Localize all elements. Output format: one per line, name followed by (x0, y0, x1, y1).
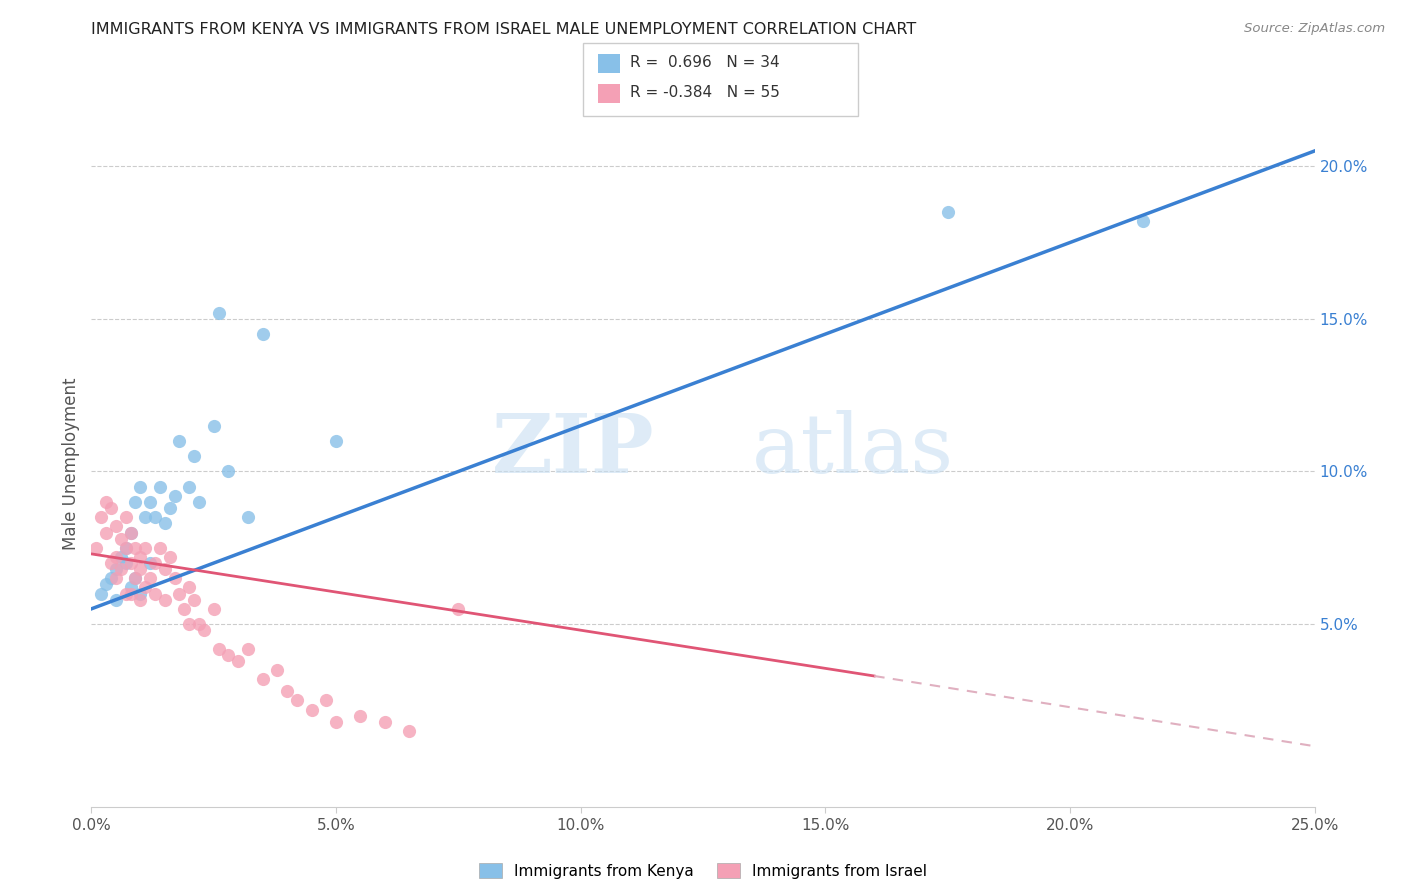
Point (110, 562, 132, 576)
Point (134, 541, 156, 555)
Point (374, 714, 396, 729)
Point (120, 525, 142, 540)
Point (193, 624, 215, 638)
Point (104, 592, 127, 607)
Point (325, 434, 347, 448)
Point (149, 541, 172, 555)
Point (129, 480, 152, 494)
Point (94, 495, 117, 509)
Point (349, 708, 371, 723)
Text: R = -0.384   N = 55: R = -0.384 N = 55 (630, 86, 780, 100)
Point (120, 586, 142, 600)
Point (129, 562, 152, 576)
Point (104, 519, 127, 533)
Point (90, 510, 112, 524)
Point (252, 327, 274, 342)
Point (143, 586, 166, 600)
Point (266, 663, 288, 677)
Y-axis label: Male Unemployment: Male Unemployment (62, 377, 80, 550)
Point (100, 501, 122, 516)
Point (149, 480, 172, 494)
Point (114, 541, 136, 555)
Point (217, 648, 239, 662)
Point (398, 723, 420, 738)
Point (129, 586, 152, 600)
Point (179, 480, 201, 494)
Point (217, 465, 239, 479)
Point (188, 495, 211, 509)
Point (139, 556, 162, 570)
Legend: Immigrants from Kenya, Immigrants from Israel: Immigrants from Kenya, Immigrants from I… (479, 863, 927, 879)
Point (202, 418, 225, 433)
Point (163, 489, 186, 503)
Point (936, 205, 959, 219)
Text: ZIP: ZIP (492, 410, 654, 490)
Point (159, 549, 181, 564)
Point (104, 571, 127, 585)
Point (188, 617, 211, 632)
Point (84, 541, 107, 555)
Point (153, 516, 176, 531)
Point (143, 556, 166, 570)
Text: atlas: atlas (752, 410, 955, 490)
Point (114, 541, 136, 555)
Point (315, 693, 337, 707)
Point (94, 577, 117, 591)
Point (100, 571, 122, 585)
Point (236, 641, 259, 656)
Point (124, 541, 146, 555)
Point (153, 562, 176, 576)
Point (90, 586, 112, 600)
Point (110, 532, 132, 546)
Point (447, 602, 470, 616)
Point (94, 525, 117, 540)
Point (110, 549, 132, 564)
Point (183, 449, 205, 463)
Point (143, 510, 166, 524)
Point (169, 434, 191, 448)
Point (236, 510, 259, 524)
Point (114, 556, 136, 570)
Point (179, 617, 201, 632)
Point (114, 510, 136, 524)
Point (129, 549, 152, 564)
Point (159, 501, 181, 516)
Text: Source: ZipAtlas.com: Source: ZipAtlas.com (1244, 22, 1385, 36)
Point (183, 592, 205, 607)
Point (124, 571, 146, 585)
Point (120, 556, 142, 570)
Point (163, 571, 186, 585)
Point (114, 586, 136, 600)
Point (104, 549, 127, 564)
Point (285, 693, 308, 707)
Point (179, 581, 201, 595)
Point (120, 525, 142, 540)
Point (100, 556, 122, 570)
Point (169, 586, 191, 600)
Point (129, 592, 152, 607)
Point (276, 684, 298, 698)
Point (153, 592, 176, 607)
Point (134, 581, 156, 595)
Text: R =  0.696   N = 34: R = 0.696 N = 34 (630, 55, 779, 70)
Point (173, 602, 195, 616)
Point (120, 581, 142, 595)
Point (104, 562, 127, 576)
Point (252, 672, 274, 686)
Point (139, 571, 162, 585)
Point (139, 495, 162, 509)
Point (134, 510, 156, 524)
Point (202, 602, 225, 616)
Point (124, 495, 146, 509)
Point (124, 571, 146, 585)
Point (207, 641, 229, 656)
Point (1132, 214, 1154, 228)
Point (226, 654, 249, 668)
Text: IMMIGRANTS FROM KENYA VS IMMIGRANTS FROM ISRAEL MALE UNEMPLOYMENT CORRELATION CH: IMMIGRANTS FROM KENYA VS IMMIGRANTS FROM… (91, 22, 917, 37)
Point (325, 714, 347, 729)
Point (301, 702, 323, 716)
Point (207, 306, 229, 320)
